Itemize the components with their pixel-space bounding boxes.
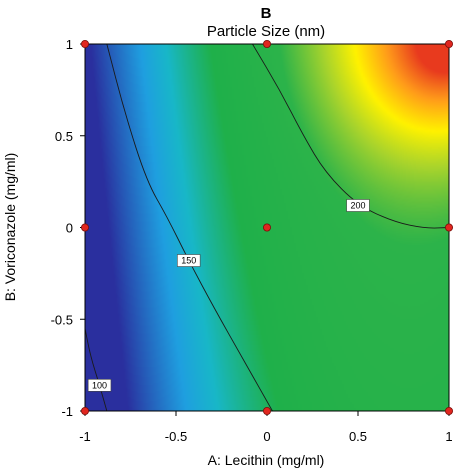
svg-text:100: 100 xyxy=(92,380,107,390)
contour-line-200 xyxy=(252,44,449,229)
design-point xyxy=(444,40,453,49)
svg-text:200: 200 xyxy=(350,200,365,210)
y-axis-ticks: -1 -0.5 0 0.5 1 xyxy=(51,37,85,419)
x-tick-label: -0.5 xyxy=(165,429,187,444)
design-points xyxy=(81,40,453,415)
design-point xyxy=(444,406,453,415)
y-tick-label: -0.5 xyxy=(51,312,73,327)
x-tick-label: -1 xyxy=(79,429,91,444)
design-point xyxy=(262,223,271,232)
x-tick-label: 1 xyxy=(445,429,452,444)
x-tick-label: 0.5 xyxy=(349,429,367,444)
x-axis-ticks: -1 -0.5 0 0.5 1 xyxy=(79,411,453,444)
svg-text:150: 150 xyxy=(181,256,196,266)
contour-label-150: 150 xyxy=(177,254,201,267)
design-point xyxy=(262,406,271,415)
y-axis-label: B: Voriconazole (mg/ml) xyxy=(2,153,18,302)
design-point xyxy=(262,40,271,49)
design-point xyxy=(81,40,90,49)
contour-label-100: 100 xyxy=(87,379,112,392)
design-point xyxy=(81,406,90,415)
contour-label-200: 200 xyxy=(346,199,370,212)
y-tick-label: 1 xyxy=(66,37,73,52)
contour-line-150 xyxy=(106,44,273,411)
y-tick-label: 0 xyxy=(66,221,73,236)
panel-label: B xyxy=(261,5,272,22)
contour-labels: 100 150 200 xyxy=(87,199,370,392)
y-tick-label: 0.5 xyxy=(55,129,73,144)
y-tick-label: -1 xyxy=(61,404,73,419)
design-point xyxy=(444,223,453,232)
x-axis-label: A: Lecithin (mg/ml) xyxy=(208,452,325,468)
design-point xyxy=(81,223,90,232)
chart-title: Particle Size (nm) xyxy=(207,23,325,40)
x-tick-label: 0 xyxy=(263,429,270,444)
